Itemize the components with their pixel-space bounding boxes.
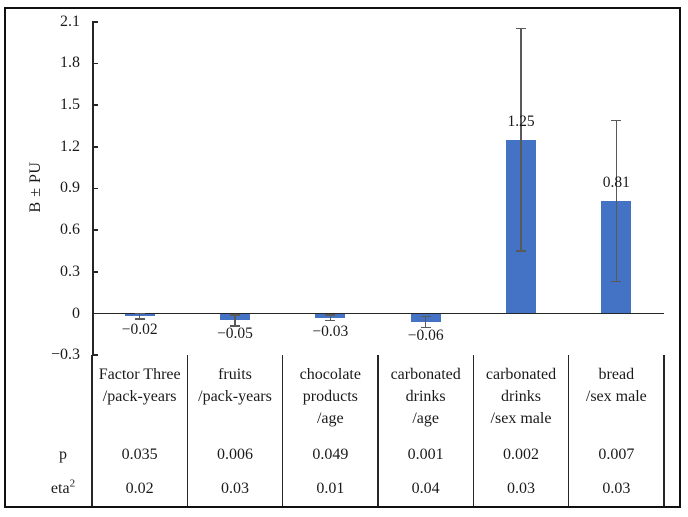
error-bar-cap-top (230, 314, 240, 316)
table-cell: 0.03 (506, 480, 535, 497)
category-label-line: /pack-years (198, 388, 272, 405)
category-label-line: carbonated (485, 366, 557, 383)
y-tick-label: 1.2 (60, 137, 80, 155)
y-tick-mark (92, 354, 98, 356)
category-label-line: drinks (405, 388, 446, 405)
category-label-line: /age (316, 410, 344, 427)
error-bar-line (615, 120, 618, 282)
table-cell: 0.001 (407, 446, 444, 463)
error-bar-cap-bottom (611, 280, 622, 283)
table-column-separator (186, 355, 188, 506)
table-cell: 0.035 (121, 446, 158, 463)
category-label-line: /age (412, 410, 439, 427)
table-column-separator (91, 355, 93, 506)
bar-value-label: −0.05 (217, 325, 253, 343)
y-tick-label: 2.1 (60, 12, 80, 30)
y-tick-label: 1.5 (60, 96, 80, 114)
table-cell: 0.03 (602, 480, 631, 497)
error-bar-line (520, 28, 522, 251)
bar-value-label: −0.03 (312, 322, 349, 340)
bar-value-label: −0.06 (407, 326, 444, 344)
row-label-superscript: 2 (69, 477, 76, 490)
category-label-line: fruits (218, 366, 252, 383)
category-label-line: /pack-years (102, 388, 177, 405)
error-bar-cap-top (516, 28, 526, 30)
y-tick-label: 0.3 (60, 262, 80, 280)
category-label-line: drinks (500, 388, 541, 405)
bar-value-label: −0.02 (121, 321, 158, 339)
error-bar-cap-bottom (134, 318, 145, 320)
table-cell: 0.049 (312, 446, 349, 463)
error-bar-cap-bottom (420, 326, 431, 329)
y-tick-label: −0.3 (50, 346, 80, 364)
row-label-text: p (59, 446, 67, 463)
category-label-line: carbonated (390, 366, 461, 383)
category-label-line: products (302, 388, 358, 405)
category-label-line: Factor Three (98, 366, 181, 383)
table-cell: 0.02 (125, 480, 154, 497)
row-label-eta: eta2 (36, 478, 90, 500)
table-cell: 0.03 (220, 480, 249, 497)
category-label-line: chocolate (299, 366, 361, 383)
error-bar-cap-bottom (325, 319, 336, 322)
error-bar-line (138, 313, 141, 320)
error-bar-line (424, 316, 427, 328)
category-label-line: /sex male (585, 388, 647, 405)
y-tick-mark (92, 229, 98, 231)
table-cell: 0.01 (316, 480, 345, 497)
error-bar-line (329, 314, 332, 321)
error-bar-cap-top (325, 314, 336, 316)
category-label: carbonated drinks/sex male (475, 364, 566, 430)
bar-value-label: 1.25 (507, 112, 535, 130)
category-label-line: /sex male (490, 410, 552, 427)
y-tick-mark (92, 21, 98, 23)
category-label: carbonated drinks/age (380, 364, 471, 430)
y-tick-mark (92, 146, 98, 148)
row-label-text: eta (50, 480, 70, 497)
error-bar-cap-bottom (230, 325, 240, 327)
error-bar-cap-bottom (516, 250, 526, 252)
y-tick-mark (92, 271, 98, 273)
y-tick-mark (92, 62, 98, 65)
category-label-line: bread (598, 366, 635, 383)
y-tick-label: 0.9 (60, 179, 80, 197)
category-label: bread/sex male (571, 364, 662, 408)
y-tick-mark (92, 104, 98, 106)
bar-value-label: 0.81 (602, 173, 630, 191)
category-label: fruits/pack-years (189, 364, 280, 408)
error-bar-cap-top (611, 119, 622, 122)
table-column-separator (472, 355, 474, 506)
error-bar-cap-top (420, 315, 431, 317)
table-cell: 0.007 (598, 446, 635, 463)
error-bar-cap-top (134, 312, 145, 315)
category-label: Factor Three/pack-years (94, 364, 185, 408)
table-column-separator (377, 355, 379, 506)
y-tick-label: 1.8 (60, 54, 80, 72)
table-column-separator (282, 355, 284, 506)
x-axis-line (92, 312, 664, 315)
error-bar-line (234, 314, 236, 326)
table-column-separator (663, 355, 665, 506)
y-tick-label: 0.6 (60, 221, 80, 239)
table-cell: 0.04 (411, 480, 440, 497)
row-label-p: p (36, 444, 90, 466)
y-tick-label: 0 (72, 304, 80, 322)
table-cell: 0.002 (502, 446, 539, 463)
table-column-separator (568, 355, 570, 506)
category-label: chocolate products/age (285, 364, 376, 430)
table-cell: 0.006 (216, 446, 253, 463)
y-tick-mark (92, 187, 98, 190)
